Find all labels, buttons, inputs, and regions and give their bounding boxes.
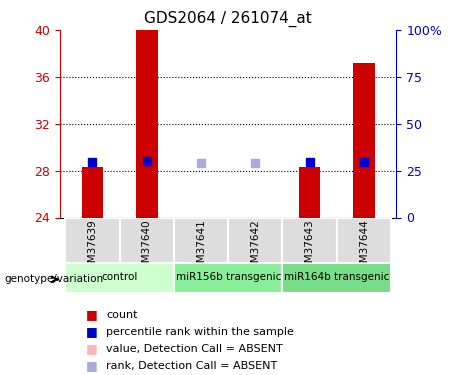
Text: GSM37640: GSM37640: [142, 220, 152, 276]
Text: percentile rank within the sample: percentile rank within the sample: [106, 327, 294, 337]
FancyBboxPatch shape: [337, 217, 391, 262]
Text: GSM37641: GSM37641: [196, 220, 206, 276]
FancyBboxPatch shape: [174, 262, 283, 292]
Text: GSM37644: GSM37644: [359, 220, 369, 276]
Bar: [353, 63, 375, 217]
Text: ■: ■: [86, 359, 98, 372]
Text: genotype/variation: genotype/variation: [5, 274, 104, 284]
Title: GDS2064 / 261074_at: GDS2064 / 261074_at: [144, 11, 312, 27]
FancyBboxPatch shape: [65, 262, 174, 292]
Text: count: count: [106, 310, 137, 320]
FancyBboxPatch shape: [283, 217, 337, 262]
Text: GSM37642: GSM37642: [250, 220, 260, 276]
Text: ■: ■: [86, 342, 98, 355]
Text: miR164b transgenic: miR164b transgenic: [284, 273, 390, 282]
Text: ■: ■: [86, 326, 98, 338]
Text: miR156b transgenic: miR156b transgenic: [176, 273, 281, 282]
FancyBboxPatch shape: [65, 217, 120, 262]
Text: control: control: [101, 273, 138, 282]
Text: ■: ■: [86, 309, 98, 321]
FancyBboxPatch shape: [120, 217, 174, 262]
FancyBboxPatch shape: [228, 217, 283, 262]
Text: GSM37643: GSM37643: [305, 220, 314, 276]
Bar: [136, 30, 158, 217]
Bar: [82, 167, 103, 217]
Text: GSM37639: GSM37639: [88, 220, 97, 276]
Text: value, Detection Call = ABSENT: value, Detection Call = ABSENT: [106, 344, 283, 354]
Text: rank, Detection Call = ABSENT: rank, Detection Call = ABSENT: [106, 361, 277, 370]
FancyBboxPatch shape: [283, 262, 391, 292]
Bar: [299, 167, 320, 217]
FancyBboxPatch shape: [174, 217, 228, 262]
